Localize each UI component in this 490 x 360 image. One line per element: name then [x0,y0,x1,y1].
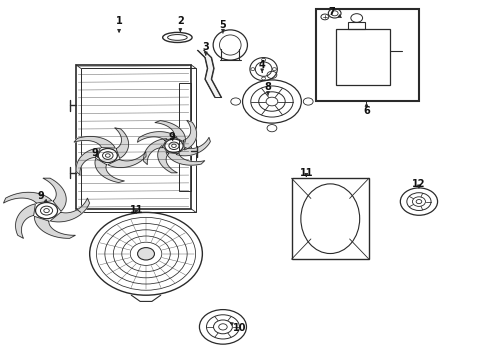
Polygon shape [137,132,177,142]
Polygon shape [3,192,52,203]
Text: 4: 4 [259,60,266,73]
Text: 9: 9 [91,148,98,158]
Text: 8: 8 [265,82,271,95]
Text: 11: 11 [299,168,313,178]
Polygon shape [108,152,146,167]
Text: 3: 3 [202,42,209,55]
Polygon shape [115,128,128,158]
Polygon shape [144,139,167,165]
Polygon shape [95,158,124,183]
Polygon shape [155,121,185,142]
Polygon shape [183,120,196,150]
Bar [336,29,390,85]
Polygon shape [166,153,205,165]
Text: 7: 7 [329,6,341,18]
Bar [348,22,365,29]
Text: 11: 11 [129,204,143,215]
Text: 2: 2 [177,16,184,32]
Polygon shape [158,145,177,173]
Bar [316,9,419,101]
Bar [179,83,191,191]
Bar [81,68,196,212]
Polygon shape [34,216,75,238]
Text: 1: 1 [116,16,122,32]
Bar [292,178,369,259]
Circle shape [138,248,154,260]
Polygon shape [176,138,210,156]
Polygon shape [16,204,35,238]
Text: 12: 12 [412,179,426,189]
Bar [76,65,191,209]
Polygon shape [76,148,100,175]
Text: 9: 9 [168,132,175,142]
Text: 6: 6 [363,103,370,116]
Polygon shape [74,136,115,148]
Text: 9: 9 [37,191,48,202]
Text: 10: 10 [230,323,247,333]
Polygon shape [43,178,66,211]
Polygon shape [50,198,90,222]
Text: 5: 5 [220,20,226,33]
